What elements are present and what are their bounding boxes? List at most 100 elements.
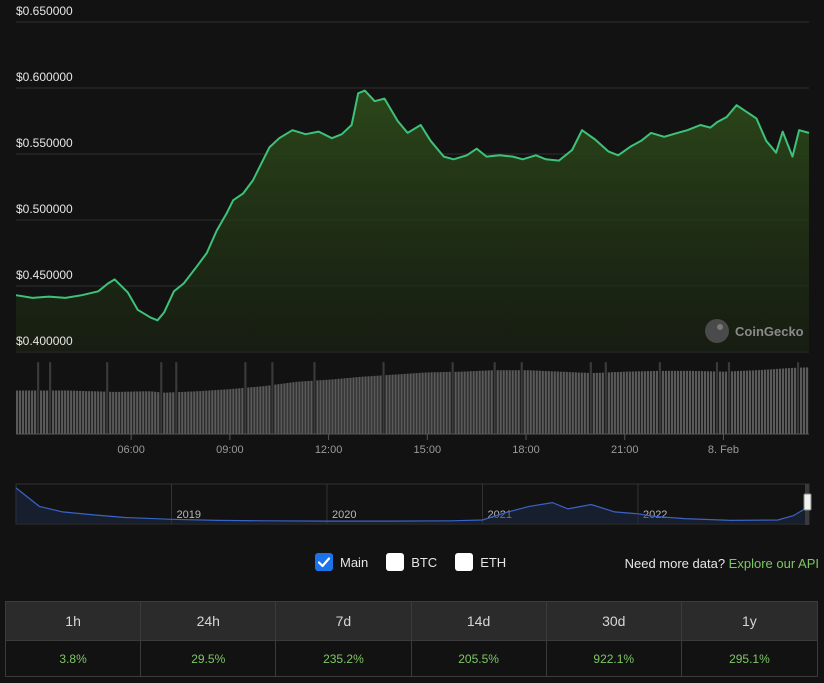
price-chart[interactable]: $0.650000 $0.600000 $0.550000 $0.500000 $0.4… <box>0 0 824 540</box>
volume-bar <box>526 370 529 434</box>
volume-bar <box>133 391 136 434</box>
y-axis: $0.650000 $0.600000 $0.550000 $0.500000 $0.4… <box>16 4 73 348</box>
volume-bar <box>286 383 289 434</box>
legend-btc[interactable]: BTC <box>386 553 437 571</box>
explore-api-link[interactable]: Explore our API <box>728 556 819 571</box>
volume-bar <box>586 372 589 434</box>
volume-bar <box>355 377 358 434</box>
volume-bar <box>364 376 367 434</box>
volume-bar <box>91 391 94 434</box>
volume-bar <box>412 373 415 434</box>
volume-bar <box>439 372 442 434</box>
volume-bar <box>733 371 737 434</box>
volume-bar <box>736 371 740 434</box>
volume-bar <box>136 391 139 434</box>
x-tick-label: 15:00 <box>414 444 442 456</box>
volume-bar <box>346 378 349 434</box>
volume-bar <box>565 371 568 434</box>
volume-bar <box>226 389 229 434</box>
volume-bar <box>97 391 100 434</box>
volume-bar <box>103 391 106 434</box>
perf-header: 24h <box>141 602 276 641</box>
volume-bar <box>259 386 262 434</box>
navigator[interactable]: 2019202020212022 <box>15 483 812 525</box>
volume-bar <box>199 391 202 434</box>
main-label: Main <box>340 554 369 570</box>
volume-bar <box>277 384 280 434</box>
volume-bar <box>697 371 701 434</box>
volume-bar <box>607 372 610 434</box>
volume-bar <box>337 378 340 434</box>
volume-bar <box>502 370 505 434</box>
volume-bar <box>238 388 241 434</box>
navigator-handle[interactable] <box>803 493 812 511</box>
volume-bar <box>49 362 52 434</box>
volume-bar <box>640 371 643 434</box>
volume-bar <box>403 373 406 434</box>
volume-bar <box>481 370 484 434</box>
volume-bar <box>328 379 331 434</box>
volume-bar <box>754 370 758 434</box>
volume-bar <box>292 382 295 434</box>
volume-bar <box>361 376 364 434</box>
volume-bar <box>673 370 676 434</box>
volume-bar <box>577 372 580 434</box>
volume-bar <box>787 368 791 434</box>
legend-main[interactable]: Main <box>315 553 368 571</box>
volume-bar <box>424 372 427 434</box>
volume-bar <box>478 370 481 434</box>
watermark: CoinGecko <box>705 319 804 343</box>
volume-bar <box>508 370 511 434</box>
volume-bar <box>325 379 328 434</box>
volume-bar <box>472 371 475 434</box>
series-legend: Main BTC ETH <box>315 553 524 571</box>
volume-bar <box>274 384 277 434</box>
perf-value: 3.8% <box>59 651 87 666</box>
volume-bar <box>784 368 788 434</box>
y-tick-label: $0.500000 <box>16 202 73 216</box>
y-tick-label: $0.600000 <box>16 70 73 84</box>
volume-bar <box>250 387 253 434</box>
volume-bar <box>283 383 286 434</box>
volume-bar <box>613 372 616 434</box>
y-tick-label: $0.650000 <box>16 4 73 18</box>
btc-checkbox[interactable] <box>386 553 405 571</box>
perf-header: 30d <box>546 602 681 641</box>
volume-bar <box>523 370 526 434</box>
volume-bar <box>256 386 259 434</box>
volume-bar <box>466 371 469 434</box>
volume-bar <box>511 370 514 434</box>
volume-bar <box>802 367 806 434</box>
volume-bar <box>217 389 220 434</box>
volume-bar <box>694 371 698 434</box>
volume-bar <box>806 367 809 434</box>
volume-bar <box>349 377 352 434</box>
volume-bar <box>421 372 424 434</box>
main-checkbox[interactable] <box>315 553 333 571</box>
volume-bar <box>670 370 673 434</box>
volume-bar <box>574 372 577 434</box>
volume-bar <box>316 380 319 434</box>
volume-bar <box>556 371 559 434</box>
volume-bar <box>169 392 172 434</box>
volume-bar <box>451 362 454 434</box>
volume-bar <box>718 371 722 434</box>
volume-bar <box>724 371 728 434</box>
volume-bar <box>160 362 163 434</box>
volume-bar <box>121 391 124 434</box>
volume-bar <box>223 389 226 434</box>
perf-col-1y: 1y 295.1% <box>681 602 817 676</box>
volume-bar <box>745 370 749 434</box>
volume-bar <box>463 371 466 434</box>
volume-bar <box>475 371 478 434</box>
volume-bar <box>100 391 103 434</box>
volume-bar <box>109 391 112 434</box>
eth-checkbox[interactable] <box>455 553 474 571</box>
volume-bar <box>31 390 34 434</box>
legend-eth[interactable]: ETH <box>455 553 506 571</box>
volume-bar <box>373 375 376 434</box>
volume-bar <box>202 390 205 434</box>
volume-bar <box>16 390 19 434</box>
volume-bar <box>268 385 271 434</box>
volume-bar <box>541 370 544 434</box>
